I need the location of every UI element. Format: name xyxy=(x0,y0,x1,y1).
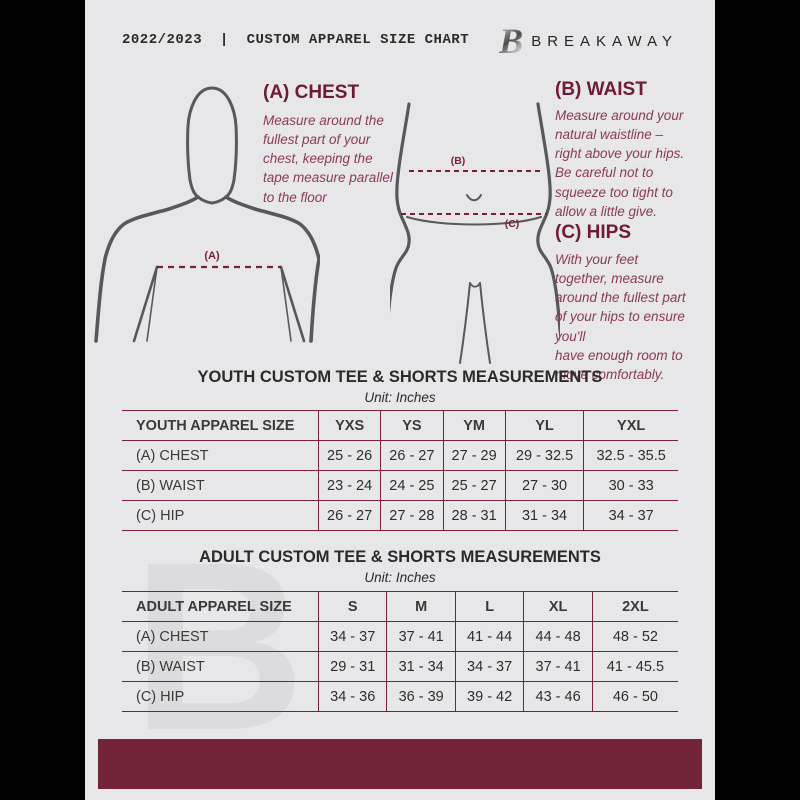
svg-text:(B): (B) xyxy=(451,155,466,167)
svg-text:(C): (C) xyxy=(505,218,520,230)
svg-text:(A): (A) xyxy=(204,250,220,262)
